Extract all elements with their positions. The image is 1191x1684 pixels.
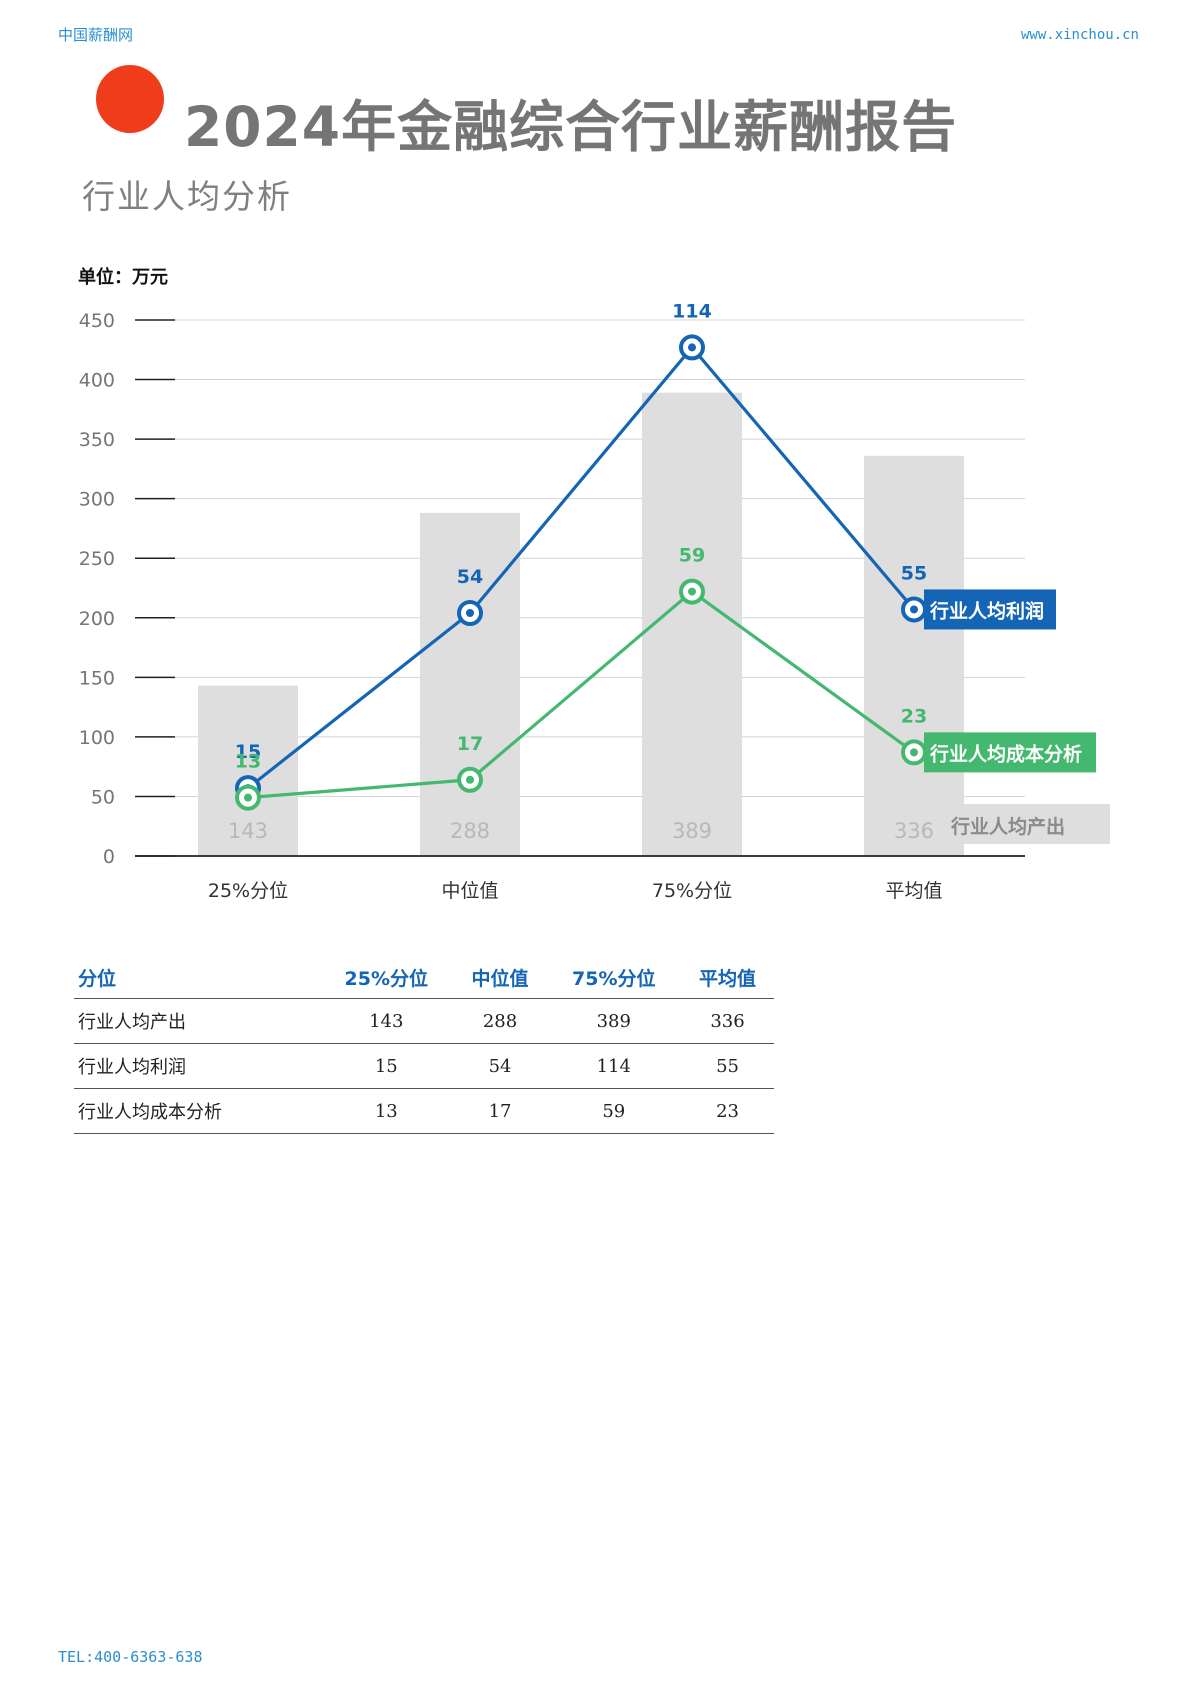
bar-value-label: 288 bbox=[450, 819, 490, 843]
unit-label: 单位：万元 bbox=[78, 267, 168, 288]
bar-行业人均产出 bbox=[420, 512, 520, 856]
y-tick-label: 50 bbox=[91, 786, 115, 808]
site-url[interactable]: www.xinchou.cn bbox=[1020, 27, 1139, 43]
y-tick-label: 150 bbox=[79, 667, 115, 689]
table-header-cell: 25%分位 bbox=[319, 956, 454, 999]
title-accent-dot bbox=[96, 65, 164, 133]
data-table: 分位 25%分位 中位值 75%分位 平均值 行业人均产出 143 288 38… bbox=[74, 956, 774, 1134]
legend-box-line bbox=[924, 732, 1096, 773]
table-header-cell: 平均值 bbox=[681, 956, 774, 999]
table-cell: 389 bbox=[546, 998, 682, 1044]
table-cell: 17 bbox=[453, 1088, 547, 1134]
data-label: 13 bbox=[235, 751, 261, 773]
data-label: 23 bbox=[901, 705, 927, 727]
line-point-center bbox=[466, 775, 474, 784]
bar-行业人均产出 bbox=[864, 455, 964, 856]
line-point-center bbox=[244, 793, 252, 802]
table-row: 行业人均利润 15 54 114 55 bbox=[74, 1043, 774, 1089]
y-tick-label: 200 bbox=[79, 608, 115, 630]
line-point-center bbox=[910, 605, 918, 614]
table-header-cell: 分位 bbox=[74, 956, 319, 999]
table-cell: 143 bbox=[319, 998, 454, 1044]
table-cell: 55 bbox=[681, 1043, 774, 1089]
data-label: 15 bbox=[235, 741, 261, 763]
bar-value-label: 336 bbox=[894, 819, 934, 843]
legend-box-bars bbox=[940, 804, 1110, 844]
x-tick-label: 中位值 bbox=[441, 880, 498, 902]
x-tick-label: 25%分位 bbox=[208, 880, 288, 902]
legend-label-line: 行业人均成本分析 bbox=[929, 742, 1082, 765]
table-cell: 13 bbox=[319, 1088, 454, 1134]
table-cell: 336 bbox=[681, 998, 774, 1044]
table-header-cell: 75%分位 bbox=[546, 956, 682, 999]
data-label: 54 bbox=[457, 566, 483, 588]
y-tick-label: 300 bbox=[79, 489, 115, 511]
table-cell: 59 bbox=[546, 1088, 682, 1134]
table-cell: 行业人均产出 bbox=[74, 998, 319, 1044]
y-tick-label: 0 bbox=[103, 846, 115, 868]
table-header-row: 分位 25%分位 中位值 75%分位 平均值 bbox=[74, 956, 774, 999]
bar-value-label: 389 bbox=[672, 819, 712, 843]
x-tick-label: 平均值 bbox=[885, 880, 942, 902]
bar-行业人均产出 bbox=[642, 392, 742, 856]
footer-tel: TEL:400-6363-638 bbox=[58, 1648, 203, 1666]
data-label: 114 bbox=[672, 300, 712, 322]
table-cell: 行业人均成本分析 bbox=[74, 1088, 319, 1134]
x-tick-label: 75%分位 bbox=[652, 880, 732, 902]
line-行业人均利润 bbox=[247, 344, 916, 790]
table-cell: 15 bbox=[319, 1043, 454, 1089]
data-label: 59 bbox=[679, 545, 705, 567]
table-header-cell: 中位值 bbox=[453, 956, 547, 999]
line-行业人均成本分析 bbox=[247, 589, 915, 800]
legend-box-line bbox=[924, 589, 1056, 630]
line-point-center bbox=[910, 748, 918, 757]
y-tick-label: 350 bbox=[79, 429, 115, 451]
y-tick-label: 400 bbox=[79, 370, 115, 392]
bar-value-label: 143 bbox=[228, 819, 268, 843]
bar-行业人均产出 bbox=[198, 685, 298, 856]
data-label: 17 bbox=[457, 733, 483, 755]
table-row: 行业人均成本分析 13 17 59 23 bbox=[74, 1088, 774, 1134]
table-row: 行业人均产出 143 288 389 336 bbox=[74, 998, 774, 1044]
table-cell: 114 bbox=[546, 1043, 682, 1089]
y-tick-label: 250 bbox=[79, 548, 115, 570]
line-point-center bbox=[688, 587, 696, 596]
line-point-center bbox=[688, 343, 696, 352]
line-point-center bbox=[466, 609, 474, 618]
table-cell: 行业人均利润 bbox=[74, 1043, 319, 1089]
data-label: 55 bbox=[901, 562, 927, 584]
site-name: 中国薪酬网 bbox=[58, 26, 134, 44]
y-tick-label: 450 bbox=[79, 310, 115, 332]
y-tick-label: 100 bbox=[79, 727, 115, 749]
table-cell: 288 bbox=[453, 998, 547, 1044]
table-cell: 23 bbox=[681, 1088, 774, 1134]
industry-chart: 0 50 100 150 200 250 300 350 400 450 143 288 389 336 2… bbox=[79, 300, 1110, 902]
section-subtitle: 行业人均分析 bbox=[82, 177, 292, 216]
legend-label-bars: 行业人均产出 bbox=[950, 815, 1065, 838]
page-title: 2024年金融综合行业薪酬报告 bbox=[184, 95, 958, 159]
legend-label-line: 行业人均利润 bbox=[929, 599, 1044, 622]
table-cell: 54 bbox=[453, 1043, 547, 1089]
